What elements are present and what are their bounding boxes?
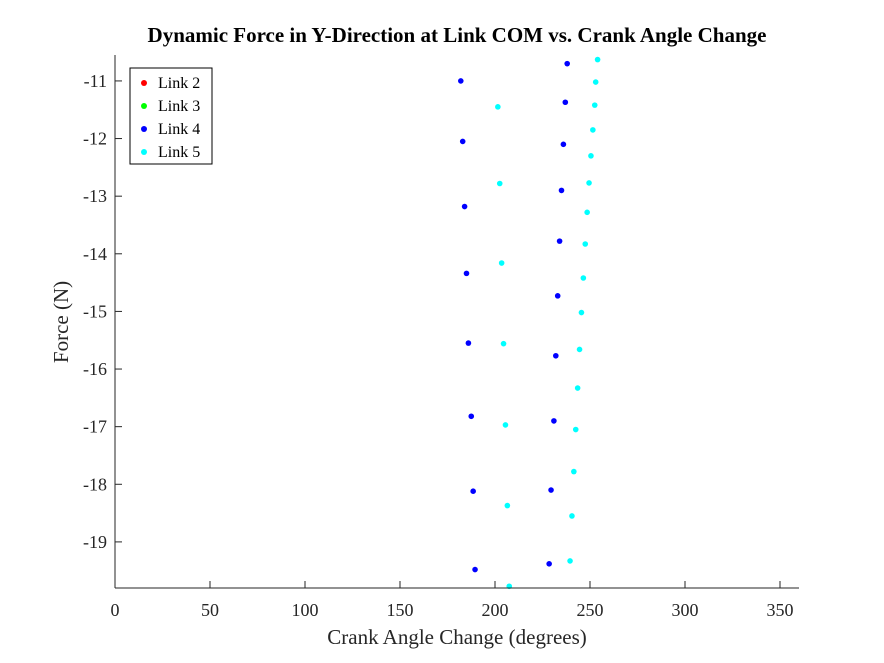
legend-label: Link 3 xyxy=(158,98,200,115)
link-5-point xyxy=(586,180,592,186)
link-5-point xyxy=(591,102,598,108)
link-4-point xyxy=(459,138,466,145)
legend-marker xyxy=(141,126,147,132)
x-tick-label: 200 xyxy=(482,600,509,620)
legend-marker xyxy=(141,103,147,109)
link-5-point xyxy=(580,275,587,281)
link-5-point xyxy=(594,56,601,63)
link-4-point xyxy=(458,78,464,84)
y-tick-label: -18 xyxy=(83,474,107,494)
link-5-point xyxy=(571,468,577,475)
x-axis-label: Crank Angle Change (degrees) xyxy=(327,625,587,649)
legend-label: Link 4 xyxy=(158,121,200,138)
link-4-point xyxy=(564,60,570,67)
link-4-point xyxy=(558,187,565,194)
link-5-point xyxy=(495,104,501,110)
link-4-point xyxy=(556,238,563,244)
x-tick-label: 50 xyxy=(201,600,219,620)
link-4-point xyxy=(560,141,567,148)
link-5-point xyxy=(500,340,507,347)
link-4-point xyxy=(562,99,569,106)
legend-marker xyxy=(141,149,147,155)
y-tick-label: -13 xyxy=(83,186,107,206)
link-5-point xyxy=(504,502,511,509)
x-tick-label: 0 xyxy=(111,600,120,620)
link-4-point xyxy=(461,203,468,210)
link-4-point xyxy=(546,560,552,567)
link-4-point xyxy=(465,340,472,346)
y-tick-label: -19 xyxy=(83,532,107,552)
y-tick-label: -11 xyxy=(84,71,107,91)
x-tick-label: 300 xyxy=(672,600,699,620)
y-tick-label: -14 xyxy=(83,244,107,264)
link-5-point xyxy=(588,153,594,159)
y-tick-label: -16 xyxy=(83,359,107,379)
link-4-point xyxy=(472,566,478,573)
y-tick-label: -15 xyxy=(83,301,107,321)
link-4-point xyxy=(470,488,476,494)
link-5-point xyxy=(569,513,575,519)
x-tick-label: 100 xyxy=(292,600,319,620)
link-5-point xyxy=(567,558,573,564)
legend-label: Link 2 xyxy=(158,75,200,92)
link-4-point xyxy=(553,352,559,359)
link-5-point xyxy=(582,241,589,247)
link-4-point xyxy=(468,413,475,420)
link-5-point xyxy=(498,260,505,266)
legend-marker xyxy=(141,80,147,86)
link-5-point xyxy=(574,385,581,391)
link-5-point xyxy=(578,309,585,316)
link-4-point xyxy=(551,418,557,424)
y-axis-label: Force (N) xyxy=(49,281,73,363)
x-tick-label: 250 xyxy=(577,600,604,620)
legend: Link 2 Link 3 Link 4 Link 5 xyxy=(129,67,213,165)
x-tick-label: 150 xyxy=(387,600,414,620)
x-tick-label: 350 xyxy=(767,600,794,620)
link-5-point xyxy=(502,422,509,428)
link-4-point xyxy=(463,270,470,277)
link-4-point xyxy=(554,293,561,299)
y-tick-label: -17 xyxy=(83,417,107,437)
legend-label: Link 5 xyxy=(158,144,200,161)
link-5-point xyxy=(576,346,583,353)
link-5-point xyxy=(584,209,590,216)
y-tick-label: -12 xyxy=(83,129,107,149)
chart-title: Dynamic Force in Y-Direction at Link COM… xyxy=(148,23,767,47)
link-5-point xyxy=(592,79,599,85)
link-5-point xyxy=(572,426,579,433)
plot-area xyxy=(458,56,601,590)
link-5-point xyxy=(590,127,596,133)
axes: 0 50 100 150 200 250 300 350 -19 -18 -17 -16 -15 -14 -… xyxy=(83,55,799,620)
link-4-point xyxy=(548,487,554,493)
link-5-point xyxy=(496,180,503,187)
